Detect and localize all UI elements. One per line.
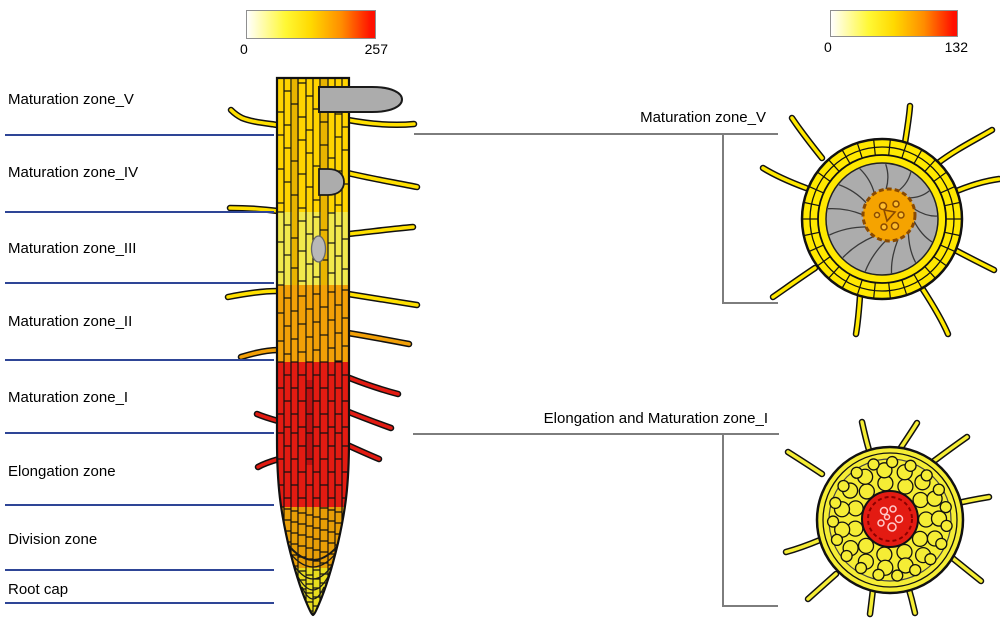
zone-label-root-cap: Root cap [8, 581, 69, 598]
lateral-root-primordium-large [318, 86, 404, 113]
bracket-bottom-foot [722, 605, 778, 607]
bracket-bottom-vertical [722, 433, 724, 606]
stele-bottom [861, 490, 919, 548]
cortex-cobblestone-cells [826, 455, 953, 582]
pericycle-ring-bottom [867, 496, 913, 542]
lateral-root-primordium-medium [318, 168, 345, 196]
cross-section-bottom-label: Elongation and Maturation zone_I [543, 410, 768, 427]
vascular-cells [873, 200, 905, 231]
scale-right-min: 0 [824, 39, 832, 55]
cross-section-top-label: Maturation zone_V [640, 109, 766, 126]
heat-scale-ticks-right: 0 132 [824, 39, 968, 55]
vascular-cells-bottom [877, 505, 904, 532]
zone-label-elongation-zone: Elongation zone [8, 463, 116, 480]
epidermis-cell-walls [802, 139, 962, 299]
zone-divider-line [5, 359, 274, 361]
zone-label-maturation-zone-v: Maturation zone_V [8, 91, 134, 108]
zone-divider-line [5, 504, 274, 506]
zone-divider-line [5, 134, 274, 136]
zone-divider-line [5, 602, 274, 604]
zone-label-division-zone: Division zone [8, 531, 98, 548]
zone-divider-line [5, 432, 274, 434]
heat-scale-ticks-left: 0 257 [240, 41, 388, 57]
root-longitudinal-diagram [224, 76, 421, 617]
zone-label-maturation-zone-iv: Maturation zone_IV [8, 164, 139, 181]
heat-scale-bar-left [246, 10, 376, 39]
zone-divider-line [5, 569, 274, 571]
bracket-bottom-horizontal [413, 433, 779, 435]
zone-label-maturation-zone-i: Maturation zone_I [8, 389, 129, 406]
root-outline [275, 76, 351, 617]
xylem-axis [882, 208, 897, 223]
zone-divider-line [5, 282, 274, 284]
zone-label-maturation-zone-ii: Maturation zone_II [8, 313, 133, 330]
zone-divider-line [5, 211, 274, 213]
scale-left-min: 0 [240, 41, 248, 57]
heat-scale-bar-right [830, 10, 958, 37]
scale-left-max: 257 [364, 41, 388, 57]
zone-label-maturation-zone-iii: Maturation zone_III [8, 240, 137, 257]
lateral-root-primordium-small [310, 235, 327, 263]
bracket-top-vertical [722, 133, 724, 303]
scale-right-max: 132 [944, 39, 968, 55]
bracket-top-horizontal [414, 133, 778, 135]
pericycle-ring [861, 187, 917, 243]
cross-section-maturation-v [759, 102, 1000, 338]
cortex-cell-walls [827, 163, 937, 274]
cross-section-elongation-maturation-i [782, 418, 993, 618]
bracket-top-foot [722, 302, 778, 304]
epidermis-inner-ring-bottom [822, 452, 958, 588]
